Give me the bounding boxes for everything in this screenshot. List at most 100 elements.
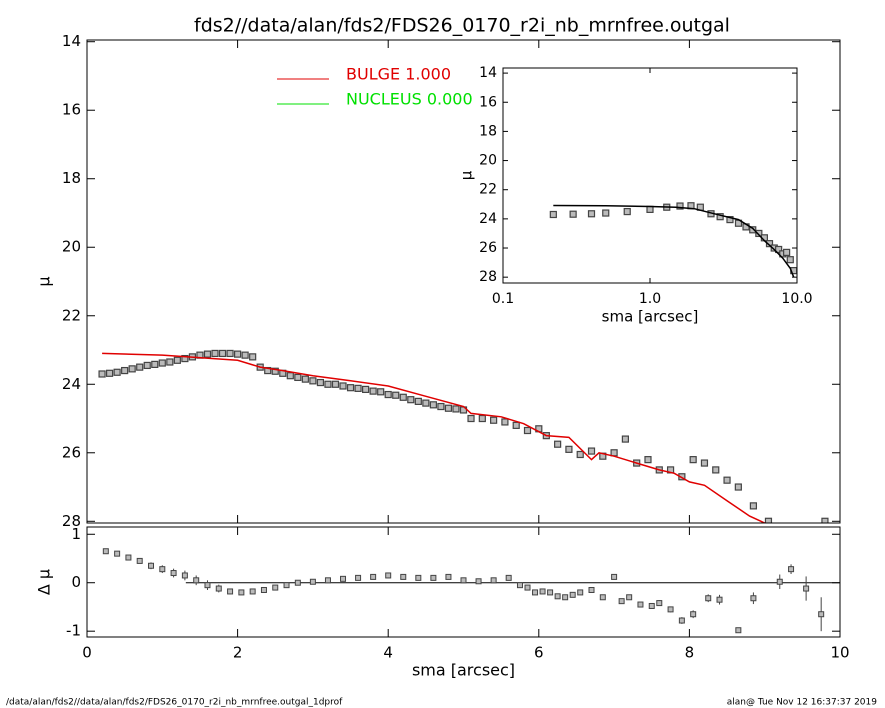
y-tick-label: 1 bbox=[71, 525, 81, 543]
y-tick-label: -1 bbox=[66, 622, 81, 640]
data-point bbox=[227, 588, 234, 595]
data-point bbox=[181, 572, 188, 579]
data-point bbox=[562, 594, 569, 601]
y-tick-label: 24 bbox=[479, 211, 497, 227]
data-point bbox=[136, 557, 143, 564]
data-point bbox=[765, 240, 774, 248]
data-point bbox=[114, 550, 121, 557]
data-point bbox=[637, 601, 644, 608]
y-tick-label: 20 bbox=[479, 153, 497, 169]
data-point bbox=[602, 209, 610, 217]
data-point bbox=[128, 365, 136, 373]
data-point bbox=[301, 375, 309, 383]
data-point bbox=[286, 372, 294, 380]
data-point bbox=[467, 414, 475, 423]
data-point bbox=[539, 588, 546, 595]
data-point bbox=[260, 586, 267, 593]
data-point bbox=[460, 577, 467, 584]
data-point bbox=[523, 426, 532, 435]
data-point bbox=[121, 366, 129, 375]
data-point bbox=[547, 589, 554, 596]
data-point bbox=[294, 579, 301, 586]
data-point bbox=[385, 572, 392, 579]
data-point bbox=[505, 574, 512, 581]
data-point bbox=[415, 574, 422, 581]
data-point bbox=[818, 611, 825, 618]
data-point bbox=[113, 368, 121, 376]
chart-title: fds2//data/alan/fds2/FDS26_0170_r2i_nb_m… bbox=[194, 15, 730, 37]
data-point bbox=[346, 384, 355, 392]
x-tick-label: 6 bbox=[534, 644, 544, 662]
data-point bbox=[689, 456, 697, 464]
data-point bbox=[309, 578, 316, 585]
y-tick-label: 18 bbox=[62, 169, 81, 187]
data-point bbox=[618, 598, 625, 605]
data-point bbox=[173, 356, 181, 364]
data-point bbox=[490, 577, 497, 584]
data-point bbox=[316, 378, 325, 387]
data-point bbox=[667, 606, 674, 613]
y-tick-label: 28 bbox=[479, 269, 497, 285]
data-point bbox=[340, 575, 347, 582]
data-point bbox=[234, 350, 242, 358]
data-point bbox=[324, 577, 331, 584]
data-point bbox=[577, 589, 584, 596]
data-point bbox=[211, 349, 219, 358]
y-tick-label: 14 bbox=[479, 65, 497, 81]
y-axis-label: Δ μ bbox=[35, 569, 54, 595]
data-point bbox=[549, 210, 557, 219]
data-point bbox=[775, 245, 783, 254]
y-tick-label: 26 bbox=[62, 443, 81, 461]
data-point bbox=[611, 573, 618, 580]
footer-right: alan@ Tue Nov 12 16:37:37 2019 bbox=[727, 698, 878, 708]
data-point bbox=[355, 574, 362, 581]
data-point bbox=[354, 384, 362, 392]
data-point bbox=[734, 483, 742, 491]
x-tick-label: 0 bbox=[82, 644, 92, 662]
data-point bbox=[749, 502, 758, 510]
data-point bbox=[723, 476, 731, 484]
data-point bbox=[226, 349, 234, 358]
x-tick-label: 8 bbox=[685, 644, 695, 662]
data-point bbox=[125, 554, 132, 561]
data-point bbox=[749, 226, 757, 234]
data-point bbox=[452, 405, 460, 413]
data-point bbox=[377, 388, 385, 396]
data-point bbox=[776, 578, 783, 585]
plot-area bbox=[98, 349, 829, 523]
data-point bbox=[587, 447, 596, 455]
data-point bbox=[324, 380, 332, 388]
data-point bbox=[599, 594, 606, 601]
data-point bbox=[193, 577, 200, 584]
data-point bbox=[621, 435, 629, 443]
y-tick-label: 18 bbox=[479, 123, 497, 139]
data-point bbox=[610, 449, 618, 457]
data-point bbox=[576, 450, 584, 459]
data-point bbox=[392, 391, 400, 399]
y-tick-label: 14 bbox=[62, 32, 81, 50]
data-point bbox=[241, 351, 249, 359]
data-point bbox=[143, 361, 151, 370]
data-point bbox=[148, 562, 155, 569]
data-point bbox=[170, 570, 177, 577]
data-point bbox=[102, 548, 109, 555]
data-point bbox=[569, 591, 576, 598]
y-tick-label: 20 bbox=[62, 238, 81, 256]
data-point bbox=[215, 585, 222, 592]
data-point bbox=[656, 600, 663, 607]
data-point bbox=[283, 582, 290, 589]
y-tick-label: 16 bbox=[479, 94, 497, 110]
data-point bbox=[105, 369, 114, 377]
data-point bbox=[644, 456, 652, 464]
data-point bbox=[786, 256, 794, 264]
x-axis-label: sma [arcsec] bbox=[602, 308, 699, 326]
data-point bbox=[626, 594, 633, 601]
data-point bbox=[181, 354, 189, 363]
frame bbox=[86, 526, 841, 638]
data-point bbox=[735, 627, 742, 634]
data-point bbox=[490, 416, 498, 424]
data-point bbox=[501, 418, 509, 426]
data-point bbox=[516, 582, 523, 589]
data-point bbox=[218, 349, 227, 358]
data-point bbox=[272, 584, 279, 591]
